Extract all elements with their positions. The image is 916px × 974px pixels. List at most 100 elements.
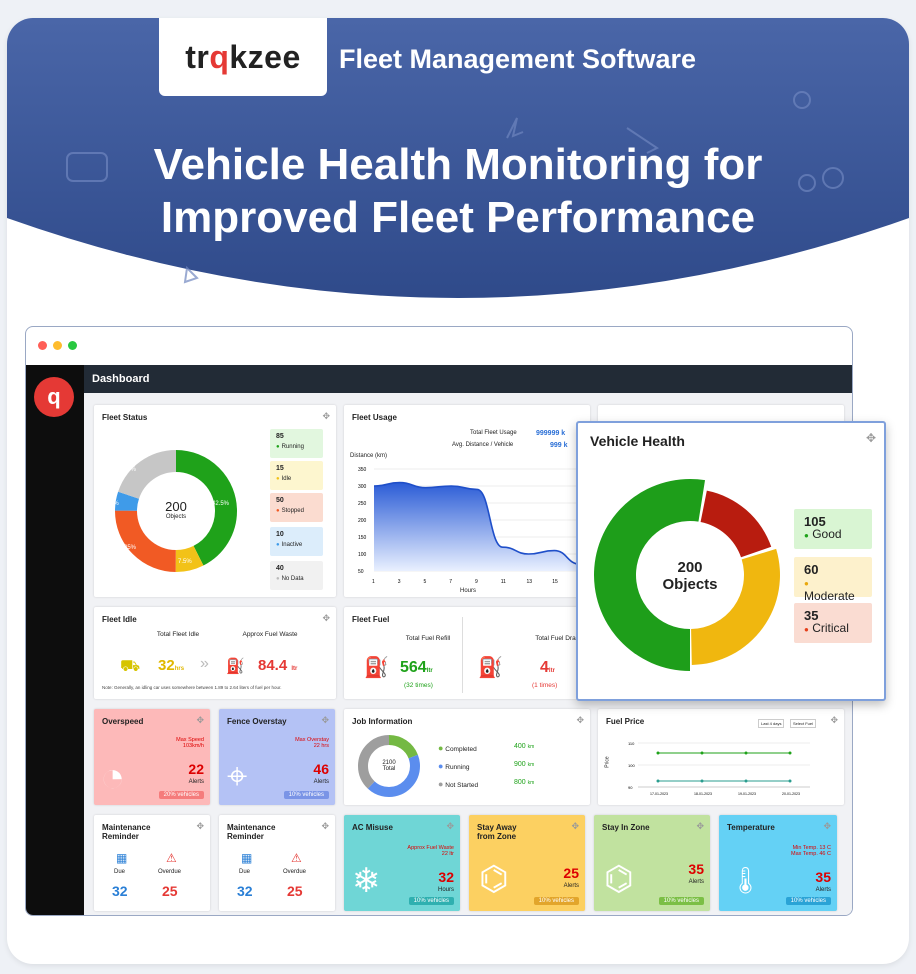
truck-icon: ⛟ (120, 658, 141, 675)
health-segment-good[interactable] (594, 479, 706, 671)
fence-value: 46 (313, 761, 329, 777)
move-icon[interactable]: ✥ (823, 821, 831, 831)
idle-value: 32hrs (158, 657, 185, 674)
total-value: 200 (677, 559, 703, 576)
temp-unit: Alerts (815, 887, 831, 893)
health-legend-item[interactable]: 60 ● Moderate (794, 557, 872, 603)
alarm-icon: ⚠ (291, 851, 302, 865)
legend-count: 50 (276, 497, 284, 504)
speedometer-icon: ◔ (100, 753, 126, 800)
legend-label: Moderate (804, 589, 855, 603)
total-value: 200 (165, 499, 187, 514)
temp-value: 35 (815, 869, 831, 885)
pct-label: 20% (124, 467, 137, 473)
y-axis-label: Price (604, 756, 611, 768)
x-axis-label: Hours (460, 588, 477, 594)
job-segment-notstarted (358, 735, 420, 797)
maximize-dot[interactable] (68, 341, 77, 350)
legend-item[interactable]: 15 ● Idle (270, 461, 323, 490)
move-icon[interactable]: ✥ (322, 411, 330, 421)
legend-label: Inactive (281, 542, 303, 548)
price-point (788, 779, 792, 783)
donut-segment-nodata (115, 450, 237, 572)
panel-title: Maintenance Reminder (102, 823, 151, 841)
legend-dot: ● (438, 761, 444, 771)
maintenance-panel-2: Maintenance Reminder ✥ ▦ ⚠ Due Overdue 32… (219, 815, 335, 911)
y-tick: 200 (358, 518, 367, 524)
y-axis-label: Distance (km) (350, 453, 388, 459)
legend-count: 15 (276, 465, 284, 472)
move-icon[interactable]: ✥ (830, 715, 838, 725)
stay-in-unit: Alerts (688, 879, 704, 885)
minimize-dot[interactable] (53, 341, 62, 350)
ac-unit: Hours (437, 887, 454, 893)
job-donut (358, 735, 420, 797)
move-icon[interactable]: ✥ (321, 715, 329, 725)
x-tick: 19-01-2023 (738, 792, 756, 796)
move-icon[interactable]: ✥ (576, 715, 584, 725)
fleet-status-donut (115, 450, 237, 572)
fuel-waste-label: Approx Fuel Waste (242, 631, 298, 638)
price-point (700, 779, 704, 783)
price-point (656, 779, 660, 783)
overdue-value: 25 (162, 883, 178, 899)
total-label: Objects (662, 576, 718, 593)
legend-item[interactable]: 50 ● Stopped (270, 493, 323, 522)
panel-title: Fuel Price (606, 717, 645, 726)
fuel-price-panel: Fuel Price ✥ Last 4 days Select Fuel Pri… (598, 709, 844, 805)
page-title: Vehicle Health Monitoring for Improved F… (7, 138, 909, 244)
health-legend-item[interactable]: 35 ● Critical (794, 603, 872, 643)
vehicle-health-donut (594, 479, 780, 671)
legend-count: 105 (804, 514, 826, 529)
legend-label: No Data (281, 576, 304, 582)
fence-unit: Alerts (313, 779, 329, 785)
move-icon[interactable]: ✥ (321, 821, 329, 831)
total-label: Objects (165, 514, 187, 520)
health-legend-item[interactable]: 105 ● Good (794, 509, 872, 549)
donut-hole (638, 523, 742, 627)
move-icon[interactable]: ✥ (322, 613, 330, 623)
move-icon[interactable]: ✥ (196, 821, 204, 831)
maintenance-panel-1: Maintenance Reminder ✥ ▦ ⚠ Due Overdue 32… (94, 815, 210, 911)
total-usage-label: Total Fleet Usage (470, 430, 517, 436)
job-item: ● Completed 400 km (438, 743, 578, 753)
legend-item[interactable]: 85 ● Running (270, 429, 323, 458)
usage-area (374, 482, 580, 571)
move-icon[interactable]: ✥ (571, 821, 579, 831)
move-icon[interactable]: ✥ (696, 821, 704, 831)
vehicle-health-panel: Vehicle Health ✥ 200 Objects 105 ● Good 60… (576, 421, 886, 701)
legend-item[interactable]: 10 ● Inactive (270, 527, 323, 556)
health-segment-critical[interactable] (700, 490, 772, 558)
move-icon[interactable]: ✥ (196, 715, 204, 725)
x-tick: 9 (475, 579, 478, 585)
fuel-type-select[interactable]: Select Fuel (790, 719, 817, 728)
ac-misuse-panel: AC Misuse ✥ Approx Fuel Waste 22 ltr ❄ 32… (344, 815, 460, 911)
fleet-idle-panel: Fleet Idle ✥ Total Fleet Idle Approx Fue… (94, 607, 336, 699)
legend-label: Critical (812, 621, 849, 635)
x-tick: 17-01-2023 (650, 792, 668, 796)
app-logo-icon[interactable]: q (34, 377, 74, 417)
avg-distance-label: Avg. Distance / Vehicle (452, 442, 514, 448)
legend-item[interactable]: 40 ● No Data (270, 561, 323, 590)
date-range-select[interactable]: Last 4 days (758, 719, 785, 728)
ac-value: 32 (438, 869, 454, 885)
move-icon[interactable]: ✥ (865, 431, 876, 445)
price-point (744, 779, 748, 783)
move-icon[interactable]: ✥ (446, 821, 454, 831)
legend-label: Running (281, 444, 304, 450)
legend-label: Stopped (281, 508, 304, 514)
x-tick: 20-01-2023 (782, 792, 800, 796)
snowflake-icon: ❄ (352, 862, 381, 900)
temperature-panel: Temperature ✥ Min Temp. 13 C Max Temp. 46… (719, 815, 837, 911)
legend-label: Good (812, 527, 842, 541)
close-dot[interactable] (38, 341, 47, 350)
y-tick: 300 (358, 484, 367, 490)
fuel-drain-icon: ⛽ (478, 657, 503, 679)
stay-away-value: 25 (563, 865, 579, 881)
donut-center: 200 Objects (146, 499, 206, 520)
x-tick: 13 (527, 579, 533, 585)
pct-label: 42.5% (212, 501, 230, 507)
fence-overstay-panel: Fence Overstay ✥ Max Overstay 22 hrs ⌖ 46… (219, 709, 335, 805)
calendar-icon: ▦ (116, 851, 128, 865)
health-segment-moderate[interactable] (691, 548, 780, 665)
